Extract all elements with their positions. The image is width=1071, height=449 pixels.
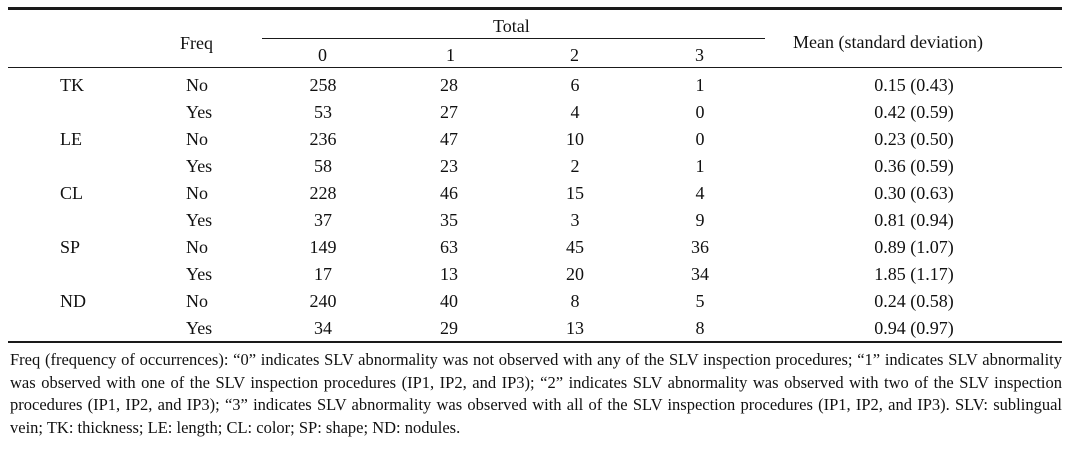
row-freq: No — [186, 183, 208, 203]
table-bottom-rule — [8, 341, 1062, 343]
cell-0: 149 — [309, 237, 337, 257]
row-freq: Yes — [186, 210, 213, 230]
header-col-3: 3 — [695, 45, 704, 65]
table-header-rule — [8, 67, 1062, 68]
table-row: Yes 34 29 13 8 0.94 (0.97) — [0, 315, 1071, 342]
cell-mean: 0.36 (0.59) — [874, 156, 954, 176]
table-row: Yes 58 23 2 1 0.36 (0.59) — [0, 153, 1071, 180]
cell-2: 8 — [570, 291, 580, 311]
cell-1: 23 — [440, 156, 458, 176]
cell-0: 228 — [309, 183, 337, 203]
cell-mean: 0.30 (0.63) — [874, 183, 954, 203]
row-category: CL — [60, 183, 84, 203]
table-row: LE No 236 47 10 0 0.23 (0.50) — [0, 126, 1071, 153]
cell-3: 9 — [695, 210, 705, 230]
cell-mean: 1.85 (1.17) — [874, 264, 954, 284]
cell-mean: 0.24 (0.58) — [874, 291, 954, 311]
row-freq: No — [186, 291, 208, 311]
cell-mean: 0.15 (0.43) — [874, 75, 954, 95]
cell-mean: 0.81 (0.94) — [874, 210, 954, 230]
cell-0: 53 — [314, 102, 332, 122]
table-row: TK No 258 28 6 1 0.15 (0.43) — [0, 72, 1071, 99]
row-freq: Yes — [186, 318, 213, 338]
cell-3: 1 — [695, 75, 705, 95]
cell-3: 0 — [695, 102, 705, 122]
row-freq: No — [186, 75, 208, 95]
header-col-2: 2 — [570, 45, 579, 65]
cell-3: 1 — [695, 156, 705, 176]
cell-0: 17 — [314, 264, 332, 284]
table-row: Yes 53 27 4 0 0.42 (0.59) — [0, 99, 1071, 126]
cell-2: 13 — [566, 318, 584, 338]
cell-3: 8 — [695, 318, 705, 338]
table-row: ND No 240 40 8 5 0.24 (0.58) — [0, 288, 1071, 315]
cell-2: 15 — [566, 183, 584, 203]
cell-1: 29 — [440, 318, 458, 338]
cell-1: 28 — [440, 75, 458, 95]
total-group-rule — [262, 38, 765, 39]
cell-1: 46 — [440, 183, 458, 203]
table-row: CL No 228 46 15 4 0.30 (0.63) — [0, 180, 1071, 207]
header-mean: Mean (standard deviation) — [793, 32, 983, 52]
row-freq: Yes — [186, 156, 213, 176]
cell-mean: 0.89 (1.07) — [874, 237, 954, 257]
cell-3: 5 — [695, 291, 705, 311]
table-top-rule — [8, 7, 1062, 10]
cell-2: 4 — [570, 102, 580, 122]
table-row: SP No 149 63 45 36 0.89 (1.07) — [0, 234, 1071, 261]
cell-mean: 0.42 (0.59) — [874, 102, 954, 122]
cell-0: 34 — [314, 318, 332, 338]
header-col-1: 1 — [446, 45, 455, 65]
cell-mean: 0.94 (0.97) — [874, 318, 954, 338]
cell-3: 4 — [695, 183, 705, 203]
cell-2: 20 — [566, 264, 584, 284]
cell-3: 0 — [695, 129, 705, 149]
cell-3: 36 — [691, 237, 709, 257]
cell-3: 34 — [691, 264, 709, 284]
cell-1: 47 — [440, 129, 458, 149]
row-freq: No — [186, 237, 208, 257]
cell-2: 6 — [570, 75, 580, 95]
table-row: Yes 37 35 3 9 0.81 (0.94) — [0, 207, 1071, 234]
row-category: SP — [60, 237, 81, 257]
cell-mean: 0.23 (0.50) — [874, 129, 954, 149]
row-freq: Yes — [186, 102, 213, 122]
cell-1: 40 — [440, 291, 458, 311]
cell-1: 13 — [440, 264, 458, 284]
cell-1: 63 — [440, 237, 458, 257]
row-category: LE — [60, 129, 82, 149]
row-freq: Yes — [186, 264, 213, 284]
cell-2: 45 — [566, 237, 584, 257]
table-footnote: Freq (frequency of occurrences): “0” ind… — [10, 350, 1062, 437]
header-col-0: 0 — [318, 45, 327, 65]
cell-1: 27 — [440, 102, 458, 122]
table-row: Yes 17 13 20 34 1.85 (1.17) — [0, 261, 1071, 288]
header-total: Total — [493, 16, 530, 36]
row-category: ND — [60, 291, 86, 311]
cell-0: 37 — [314, 210, 332, 230]
header-freq: Freq — [180, 33, 213, 53]
cell-2: 10 — [566, 129, 584, 149]
row-freq: No — [186, 129, 208, 149]
cell-0: 58 — [314, 156, 332, 176]
cell-0: 258 — [309, 75, 337, 95]
cell-0: 240 — [309, 291, 337, 311]
row-category: TK — [60, 75, 84, 95]
cell-1: 35 — [440, 210, 458, 230]
cell-2: 3 — [570, 210, 580, 230]
cell-2: 2 — [570, 156, 580, 176]
cell-0: 236 — [309, 129, 337, 149]
